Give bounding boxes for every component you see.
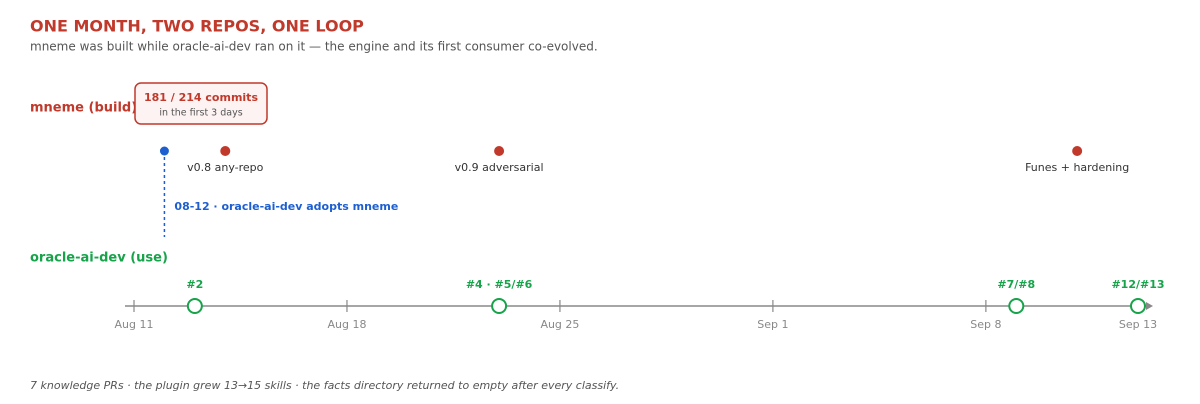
build-label: mneme (build): [30, 101, 137, 116]
tick-label: Aug 11: [115, 318, 154, 331]
subtitle: mneme was built while oracle-ai-dev ran …: [30, 40, 598, 54]
axis-arrow: [1146, 302, 1153, 310]
release-label: Funes + hardening: [1025, 161, 1129, 174]
tick-label: Sep 8: [970, 318, 1001, 331]
release-label: v0.8 any-repo: [187, 161, 264, 174]
tick-label: Aug 18: [327, 318, 366, 331]
pr-marker: [186, 298, 203, 314]
adoption-label: 08-12 · oracle-ai-dev adopts mneme: [174, 200, 398, 213]
tick-label: Aug 25: [540, 318, 579, 331]
callout-note: in the first 3 days: [159, 108, 242, 119]
pr-marker: [491, 298, 508, 314]
callout-box: [134, 82, 268, 125]
release-label: v0.9 adversarial: [455, 161, 544, 174]
adoption-dot: [159, 146, 169, 156]
pr-label: #7/#8: [997, 278, 1035, 291]
footer: 7 knowledge PRs · the plugin grew 13→15 …: [30, 379, 619, 392]
pr-label: #2: [186, 278, 203, 291]
pr-marker: [1008, 298, 1025, 314]
release-dot: [1072, 146, 1083, 156]
pr-marker: [1130, 298, 1146, 314]
pr-label: #12/#13: [1111, 278, 1164, 291]
use-label: oracle-ai-dev (use): [30, 251, 168, 266]
title: ONE MONTH, TWO REPOS, ONE LOOP: [30, 17, 364, 36]
callout-headline: 181 / 214 commits: [144, 91, 258, 104]
tick-label: Sep 1: [757, 318, 788, 331]
tick-label: Sep 13: [1119, 318, 1157, 331]
release-dot: [220, 146, 231, 156]
release-dot: [494, 146, 505, 156]
pr-label: #4 · #5/#6: [466, 278, 533, 291]
